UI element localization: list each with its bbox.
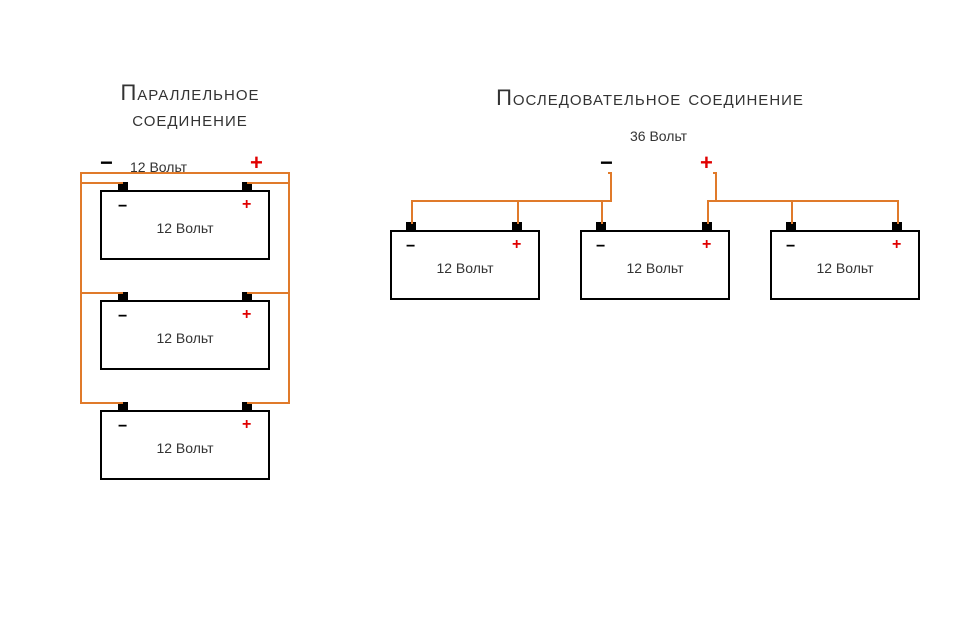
wire bbox=[610, 172, 612, 202]
wire bbox=[80, 402, 123, 404]
battery-label: 12 Вольт bbox=[436, 260, 493, 276]
minus-sign: − bbox=[786, 238, 795, 256]
wire bbox=[707, 200, 791, 202]
plus-sign: + bbox=[512, 236, 521, 254]
wire bbox=[608, 172, 612, 174]
series-output-label: 36 Вольт bbox=[630, 128, 687, 144]
plus-sign: + bbox=[242, 196, 251, 214]
wire bbox=[791, 200, 793, 224]
battery-label: 12 Вольт bbox=[816, 260, 873, 276]
plus-sign: + bbox=[702, 236, 711, 254]
plus-sign: + bbox=[242, 416, 251, 434]
wire bbox=[288, 172, 290, 404]
battery-label: 12 Вольт bbox=[626, 260, 683, 276]
minus-sign: − bbox=[118, 418, 127, 436]
battery-label: 12 Вольт bbox=[156, 220, 213, 236]
minus-sign: − bbox=[118, 198, 127, 216]
wire bbox=[247, 402, 288, 404]
parallel-title: Параллельноесоединение bbox=[60, 80, 320, 132]
series-title: Последовательное соединение bbox=[370, 85, 930, 111]
minus-sign: − bbox=[406, 238, 415, 256]
series-output-plus: + bbox=[700, 150, 713, 176]
wire bbox=[707, 200, 709, 224]
wire bbox=[80, 182, 123, 184]
wire bbox=[411, 200, 413, 224]
plus-sign: + bbox=[892, 236, 901, 254]
minus-sign: − bbox=[596, 238, 605, 256]
wire bbox=[713, 172, 717, 174]
plus-sign: + bbox=[242, 306, 251, 324]
battery-label: 12 Вольт bbox=[156, 440, 213, 456]
wire bbox=[80, 172, 82, 404]
wire bbox=[517, 200, 519, 224]
wire bbox=[80, 292, 123, 294]
wire bbox=[247, 182, 288, 184]
wire bbox=[247, 292, 288, 294]
wire bbox=[715, 172, 717, 202]
battery-label: 12 Вольт bbox=[156, 330, 213, 346]
wire bbox=[897, 200, 899, 224]
wire bbox=[80, 172, 288, 174]
minus-sign: − bbox=[118, 308, 127, 326]
wire bbox=[517, 200, 601, 202]
wire bbox=[601, 200, 603, 224]
